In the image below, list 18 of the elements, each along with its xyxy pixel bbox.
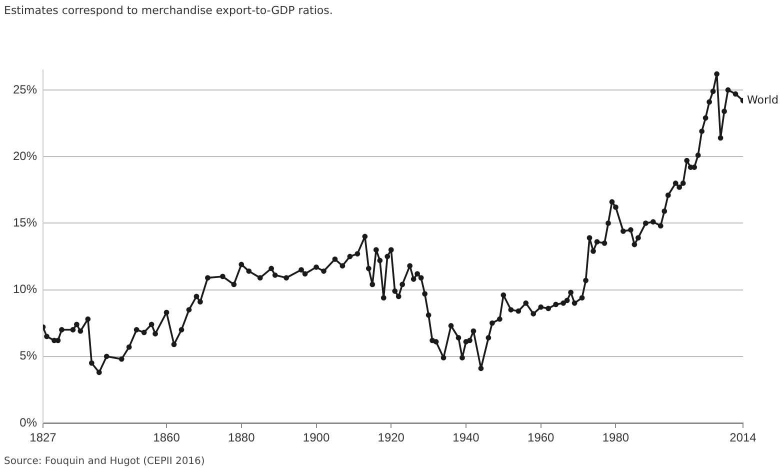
y-tick-label: 5% xyxy=(20,348,38,363)
x-tick-label: 1900 xyxy=(302,430,330,445)
x-tick-label: 1880 xyxy=(228,430,256,445)
y-tick-label: 25% xyxy=(12,82,38,96)
x-tick-label: 1940 xyxy=(452,430,480,445)
x-tick-label: 1960 xyxy=(528,430,555,445)
x-tick-label: 1980 xyxy=(602,430,630,445)
chart-subtitle: Estimates correspond to merchandise export-to-GDP ratios. xyxy=(4,4,333,17)
y-tick-label: 0% xyxy=(20,415,38,430)
series-label: World xyxy=(747,93,779,106)
x-tick-label: 1860 xyxy=(153,430,180,445)
source-note: Source: Fouquin and Hugot (CEPII 2016) xyxy=(4,456,205,467)
y-tick-label: 10% xyxy=(12,282,38,296)
y-tick-label: 20% xyxy=(12,148,38,163)
y-tick-label: 15% xyxy=(12,216,38,230)
x-tick-label: 1827 xyxy=(30,430,57,445)
x-tick-label: 1920 xyxy=(378,430,405,445)
x-tick-label: 2014 xyxy=(730,430,757,445)
